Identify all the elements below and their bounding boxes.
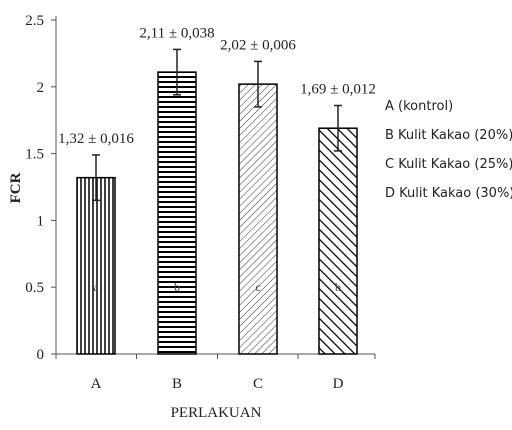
data-label: 1,32 ± 0,016 — [58, 131, 134, 147]
legend-entry: A (kontrol) — [385, 99, 453, 114]
y-tick-label: 2 — [37, 80, 45, 96]
legend-entry: D Kulit Kakao (30%) — [385, 186, 512, 201]
y-tick-label: 2.5 — [25, 13, 44, 29]
legend-entry: C Kulit Kakao (25%) — [385, 157, 512, 172]
x-tick-label: B — [172, 376, 182, 392]
bar — [238, 83, 278, 355]
x-tick-label: C — [253, 376, 263, 392]
bar — [318, 127, 358, 355]
axes-layer: 0 0.5 1 1.5 2 2.5 A B C D PERLAKUAN FCR — [8, 13, 376, 421]
bar-letter: c — [255, 280, 260, 294]
y-tick-label: 1.5 — [25, 147, 44, 163]
y-axis-title: FCR — [8, 172, 24, 203]
data-label: 1,69 ± 0,012 — [300, 82, 376, 98]
data-label: 2,02 ± 0,006 — [220, 37, 296, 53]
bar-letter: a — [93, 280, 99, 294]
bars-layer — [76, 48, 358, 355]
bar — [76, 176, 116, 355]
legend-entry: B Kulit Kakao (20%) — [385, 128, 512, 143]
y-tick-label: 1 — [37, 213, 45, 229]
y-tick-label: 0.5 — [25, 280, 44, 296]
bar — [157, 71, 197, 355]
legend: A (kontrol) B Kulit Kakao (20%) C Kulit Ka… — [385, 99, 512, 201]
bar-letter: b — [335, 280, 341, 294]
data-label: 2,11 ± 0,038 — [139, 25, 214, 41]
y-tick-label: 0 — [37, 347, 45, 363]
x-tick-label: D — [333, 376, 344, 392]
x-axis-title: PERLAKUAN — [171, 405, 262, 421]
bar-letter: b — [174, 280, 180, 294]
labels-layer: 1,32 ± 0,016 a 2,11 ± 0,038 b 2,02 ± 0,006 c 1… — [58, 25, 376, 294]
x-tick-label: A — [91, 376, 102, 392]
